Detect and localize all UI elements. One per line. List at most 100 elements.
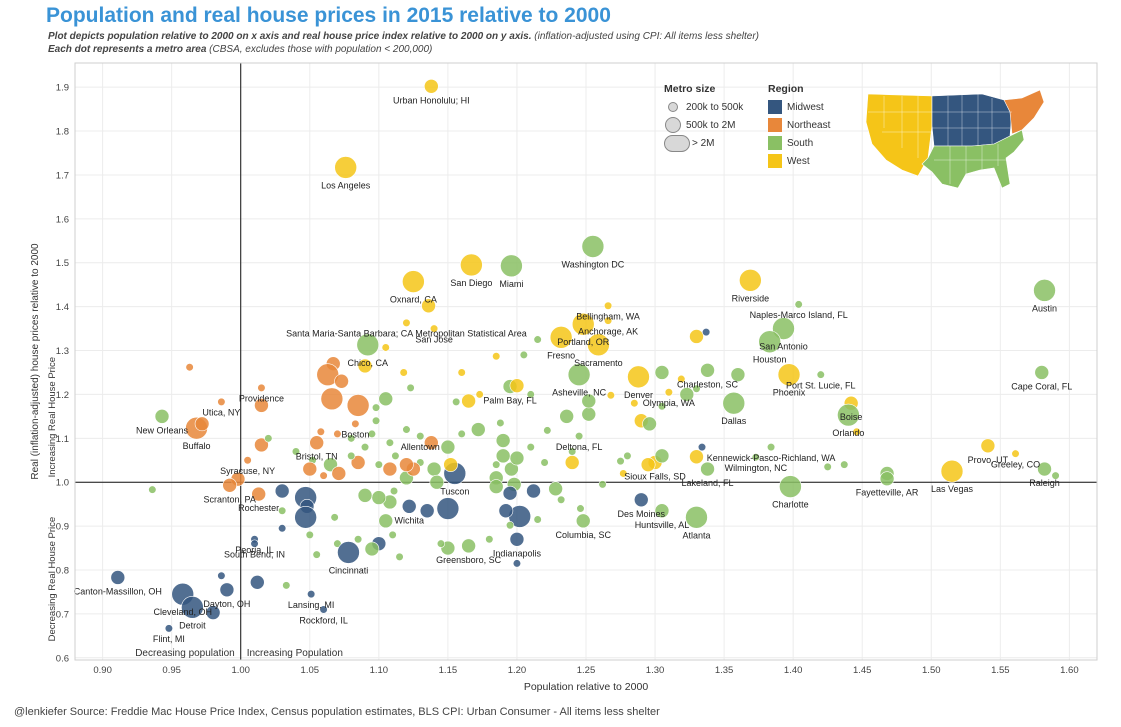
data-point bbox=[630, 399, 639, 408]
data-point bbox=[426, 461, 442, 477]
data-point bbox=[307, 590, 316, 599]
size-large-dot bbox=[664, 134, 690, 152]
data-point-label: Orlando bbox=[832, 428, 864, 438]
data-point bbox=[378, 513, 394, 529]
data-point-label: Chico, CA bbox=[348, 358, 389, 368]
data-point bbox=[794, 300, 803, 309]
x-tick-label: 1.50 bbox=[922, 665, 941, 676]
data-point bbox=[282, 581, 291, 590]
data-point bbox=[689, 329, 704, 344]
data-point bbox=[519, 350, 528, 360]
data-point bbox=[623, 451, 632, 460]
data-point bbox=[603, 316, 613, 325]
data-point-label: Flint, MI bbox=[153, 634, 185, 644]
size-medium-dot bbox=[665, 117, 681, 133]
data-point bbox=[319, 605, 328, 614]
data-point bbox=[526, 483, 541, 499]
data-point bbox=[194, 416, 210, 432]
data-point-label: Sacramento bbox=[574, 358, 623, 368]
data-point bbox=[346, 394, 370, 417]
data-point-label: Dallas bbox=[721, 416, 747, 426]
data-point bbox=[254, 398, 269, 413]
data-point bbox=[381, 343, 390, 352]
x-axis-label: Population relative to 2000 bbox=[524, 681, 648, 693]
y-axis-label: Real (inflation-adjusted) house prices r… bbox=[30, 243, 41, 480]
data-point-label: Deltona, FL bbox=[556, 442, 603, 452]
data-point bbox=[654, 365, 670, 380]
data-point bbox=[302, 461, 318, 477]
west-label: West bbox=[787, 155, 810, 167]
data-point bbox=[401, 499, 417, 514]
data-point bbox=[581, 393, 597, 409]
data-point-label: Riverside bbox=[732, 293, 770, 303]
subtitle-2-rest: (CBSA, excludes those with population < … bbox=[206, 44, 433, 55]
plot-frame bbox=[74, 62, 1098, 661]
data-point-label: San Antonio bbox=[759, 342, 808, 352]
data-point-label: Tuscon bbox=[440, 486, 469, 496]
region-legend-northeast: Northeast bbox=[768, 116, 830, 134]
data-point bbox=[219, 582, 235, 598]
size-legend: Metro size 200k to 500k 500k to 2M > 2M bbox=[664, 83, 743, 152]
data-point bbox=[557, 495, 566, 504]
data-point bbox=[772, 317, 795, 340]
data-point bbox=[264, 434, 273, 443]
data-point bbox=[766, 442, 776, 452]
y-tick-label: 0.8 bbox=[56, 566, 69, 577]
data-point bbox=[254, 437, 269, 453]
data-point-label: Rochester bbox=[238, 503, 279, 513]
data-point bbox=[429, 474, 445, 490]
data-point-label: Wilmington, NC bbox=[725, 463, 788, 473]
region-legend: Region Midwest Northeast South West bbox=[768, 83, 830, 170]
data-point bbox=[320, 387, 344, 411]
northeast-label: Northeast bbox=[787, 119, 831, 131]
data-point bbox=[440, 439, 456, 455]
data-point bbox=[452, 397, 461, 406]
data-point bbox=[316, 427, 325, 436]
data-point bbox=[419, 503, 435, 519]
y-tick-label: 1.0 bbox=[56, 478, 69, 489]
x-tick-label: 1.10 bbox=[370, 665, 389, 676]
data-point bbox=[606, 391, 615, 400]
data-point-label: Raleigh bbox=[1029, 478, 1060, 488]
data-point-label: Denver bbox=[624, 390, 653, 400]
y-tick-label: 0.7 bbox=[56, 609, 69, 620]
data-point bbox=[406, 383, 415, 392]
data-point-label: Cincinnati bbox=[329, 565, 369, 575]
data-point-label: Urban Honolulu; HI bbox=[393, 95, 470, 105]
data-point-label: Kennewick-Pasco-Richland, WA bbox=[707, 453, 836, 463]
data-point bbox=[461, 393, 476, 409]
data-point bbox=[357, 358, 373, 374]
data-point bbox=[333, 429, 342, 439]
y-tick-label: 1.3 bbox=[56, 346, 69, 357]
data-point bbox=[312, 550, 321, 559]
size-legend-small: 200k to 500k bbox=[664, 98, 743, 116]
data-point bbox=[148, 485, 157, 494]
data-point bbox=[1051, 471, 1060, 480]
data-point bbox=[429, 324, 439, 333]
data-point-label: Boston bbox=[341, 430, 369, 440]
y-tick-label: 1.8 bbox=[56, 127, 69, 138]
data-point bbox=[1011, 449, 1020, 458]
data-point bbox=[689, 449, 704, 465]
data-point bbox=[457, 429, 466, 439]
data-point bbox=[416, 432, 425, 441]
data-point bbox=[371, 403, 381, 412]
northeast-swatch bbox=[768, 118, 782, 132]
data-point bbox=[364, 541, 380, 557]
source-note: @lenkiefer Source: Freddie Mac House Pri… bbox=[14, 706, 660, 718]
data-point bbox=[495, 448, 511, 464]
data-point-label: Detroit bbox=[179, 620, 206, 630]
x-tick-label: 1.60 bbox=[1060, 665, 1079, 676]
data-point bbox=[154, 409, 170, 424]
y-tick-label: 0.6 bbox=[56, 653, 69, 664]
data-point bbox=[564, 455, 580, 470]
data-point-label: Los Angeles bbox=[321, 180, 371, 190]
data-point-label: Miami bbox=[499, 279, 523, 289]
data-point bbox=[548, 481, 563, 497]
data-point-label: San Jose bbox=[415, 334, 453, 344]
data-point bbox=[319, 471, 328, 480]
data-point bbox=[739, 268, 762, 292]
data-point-label: Indianapolis bbox=[493, 548, 542, 558]
data-point bbox=[378, 391, 394, 407]
data-point bbox=[700, 362, 715, 378]
